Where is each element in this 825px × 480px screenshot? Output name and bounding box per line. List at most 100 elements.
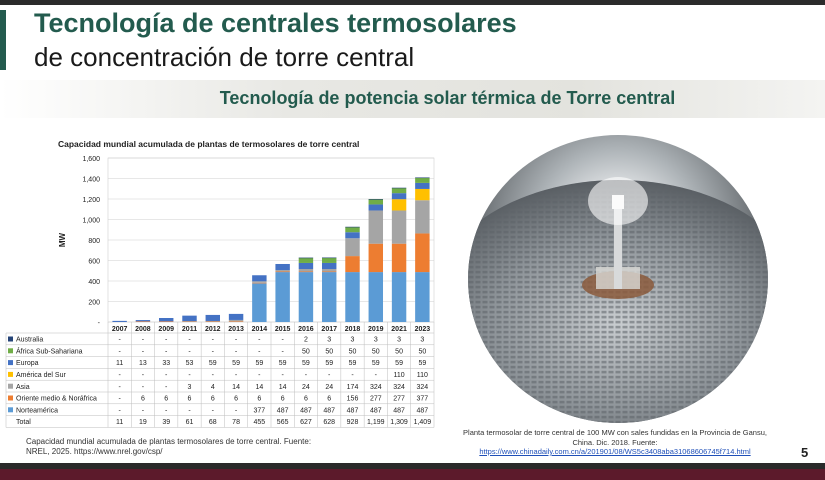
- y-tick-label: 400: [88, 279, 100, 286]
- y-tick-label: 800: [88, 238, 100, 245]
- table-row-label: Australia: [16, 337, 43, 344]
- table-cell: -: [118, 384, 121, 391]
- table-cell: 14: [279, 384, 287, 391]
- table-cell: 24: [302, 384, 310, 391]
- bar-segment: [321, 269, 337, 272]
- bar-segment: [205, 321, 221, 322]
- table-cell: 6: [164, 396, 168, 403]
- legend-key: [8, 371, 13, 377]
- table-cell: -: [142, 348, 145, 355]
- table-cell: -: [281, 337, 284, 344]
- table-cell: -: [375, 372, 378, 379]
- bar-segment: [368, 210, 384, 244]
- bar-segment: [252, 283, 267, 322]
- table-cell: 59: [372, 360, 380, 367]
- table-cell: -: [118, 396, 121, 403]
- table-cell: -: [235, 372, 238, 379]
- bar-segment: [252, 281, 267, 283]
- bar-segment: [415, 182, 430, 189]
- table-cell: -: [212, 372, 215, 379]
- x-tick-label: 2013: [228, 326, 244, 333]
- table-cell: -: [118, 407, 121, 414]
- table-cell: -: [142, 372, 145, 379]
- x-tick-label: 2016: [298, 326, 314, 333]
- table-cell: -: [165, 384, 168, 391]
- table-row-label: América del Sur: [16, 372, 66, 379]
- bar-segment: [321, 272, 337, 322]
- bar-segment: [112, 320, 127, 322]
- bar-segment: [391, 187, 407, 189]
- x-tick-label: 2018: [345, 326, 361, 333]
- bar-segment: [368, 199, 384, 200]
- x-tick-label: 2012: [205, 326, 221, 333]
- table-total-cell: 455: [254, 419, 266, 426]
- bar-segment: [415, 177, 430, 179]
- table-cell: 6: [281, 396, 285, 403]
- table-cell: 59: [302, 360, 310, 367]
- table-cell: 3: [188, 384, 192, 391]
- table-cell: -: [212, 407, 215, 414]
- bar-segment: [415, 272, 430, 322]
- photo-source-link[interactable]: https://www.chinadaily.com.cn/a/201901/0…: [479, 447, 751, 456]
- table-cell: 487: [323, 407, 335, 414]
- bar-segment: [205, 314, 221, 321]
- table-total-cell: 68: [209, 419, 217, 426]
- bar-segment: [391, 193, 407, 200]
- table-cell: -: [212, 337, 215, 344]
- table-cell: 2: [304, 337, 308, 344]
- table-row-label: África Sub-Sahariana: [16, 346, 83, 355]
- bar-segment: [298, 271, 314, 273]
- table-cell: 59: [209, 360, 217, 367]
- table-total-cell: 928: [347, 419, 359, 426]
- table-cell: -: [118, 372, 121, 379]
- bar-segment: [391, 210, 407, 244]
- table-cell: 53: [186, 360, 194, 367]
- x-tick-label: 2021: [391, 326, 407, 333]
- table-cell: -: [258, 348, 261, 355]
- table-cell: 59: [395, 360, 403, 367]
- table-row-label: Norteamérica: [16, 407, 58, 414]
- y-tick-label: 200: [88, 300, 100, 307]
- bar-segment: [321, 271, 337, 273]
- table-cell: -: [142, 337, 145, 344]
- photo-caption-text: Planta termosolar de torre central de 10…: [463, 428, 767, 447]
- table-cell: 59: [418, 360, 426, 367]
- table-cell: 33: [162, 360, 170, 367]
- bar-segment: [182, 315, 197, 322]
- table-cell: -: [165, 407, 168, 414]
- page-title: Tecnología de centrales termosolares: [34, 8, 517, 38]
- table-cell: 3: [327, 337, 331, 344]
- footer-bar: [0, 463, 825, 469]
- table-cell: 377: [417, 396, 429, 403]
- bar-segment: [345, 238, 360, 257]
- table-cell: 6: [141, 396, 145, 403]
- bar-segment: [135, 320, 151, 322]
- page-number: 5: [801, 445, 809, 460]
- table-cell: -: [235, 348, 238, 355]
- bar-segment: [368, 199, 384, 205]
- legend-key: [8, 336, 13, 342]
- table-cell: 14: [255, 384, 263, 391]
- bar-segment: [368, 243, 384, 273]
- table-cell: 110: [393, 372, 404, 379]
- table-total-cell: 11: [116, 419, 123, 426]
- bar-segment: [415, 188, 430, 201]
- legend-key: [8, 360, 13, 366]
- x-tick-label: 2015: [275, 326, 291, 333]
- table-row-label: Oriente medio & Noráfrica: [16, 396, 97, 403]
- table-cell: 59: [232, 360, 240, 367]
- table-cell: 59: [325, 360, 333, 367]
- bar-segment: [298, 257, 314, 263]
- x-tick-label: 2019: [368, 326, 384, 333]
- bar-segment: [345, 226, 360, 228]
- x-tick-label: 2017: [321, 326, 337, 333]
- x-tick-label: 2007: [112, 326, 128, 333]
- solar-tower-photo: [468, 135, 768, 423]
- table-cell: 487: [370, 407, 382, 414]
- bar-segment: [345, 232, 360, 239]
- table-total-cell: 565: [277, 419, 289, 426]
- table-cell: 487: [347, 407, 359, 414]
- x-tick-label: 2009: [158, 326, 174, 333]
- y-tick-label: -: [98, 320, 101, 327]
- y-tick-label: 600: [88, 259, 100, 266]
